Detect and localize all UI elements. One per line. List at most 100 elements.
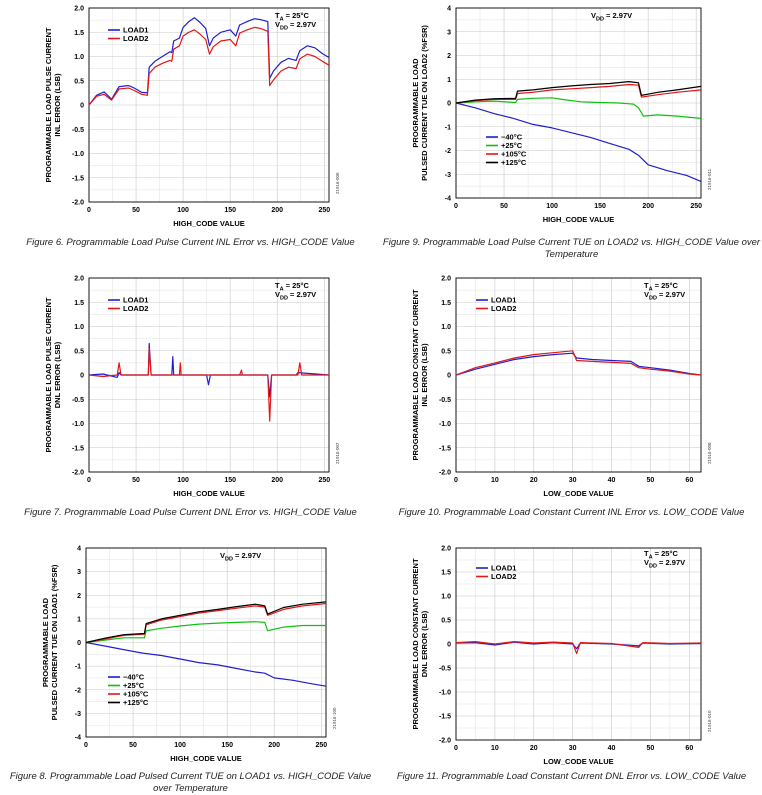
- chart-svg-fig11: 0 10 20 30 40 50 60 -2.0 -1.5 -1.0 -0.5 0 0.5 1.0 1.5 2…: [411, 546, 712, 767]
- legend-label: +25°C: [501, 141, 523, 150]
- legend-label: LOAD1: [491, 296, 516, 305]
- y-tick-label: -1.5: [439, 714, 451, 721]
- legend-label: +125°C: [501, 158, 527, 167]
- x-tick-label: 50: [132, 477, 140, 484]
- y-tick-label: -3: [445, 172, 451, 179]
- legend-label: +105°C: [123, 690, 149, 699]
- x-tick-label: 100: [177, 207, 189, 214]
- x-axis-label: LOW_CODE VALUE: [543, 757, 613, 766]
- y-tick-label: 0: [447, 373, 451, 380]
- y-tick-label: 1.0: [74, 54, 84, 61]
- legend-label: LOAD2: [123, 304, 148, 313]
- y-tick-label: 0.5: [74, 78, 84, 85]
- condition-text: TA = 25°C: [644, 549, 678, 561]
- y-tick-label: -0.5: [72, 397, 84, 404]
- series-line: [85, 602, 327, 644]
- y-axis-label-line: PROGRAMMABLE LOAD CONSTANT CURRENT: [411, 558, 420, 730]
- x-axis-label: HIGH_CODE VALUE: [173, 219, 245, 228]
- legend-label: +105°C: [501, 150, 527, 159]
- x-tick-label: 60: [685, 745, 693, 752]
- y-tick-label: 0: [447, 101, 451, 108]
- y-tick-label: 0.5: [74, 348, 84, 355]
- y-axis-label-line: PROGRAMMABLE LOAD: [411, 58, 420, 148]
- y-tick-label: -2: [445, 148, 451, 155]
- x-tick-label: 10: [491, 745, 499, 752]
- x-tick-label: 100: [177, 477, 189, 484]
- y-axis-label: PROGRAMMABLE LOAD PULSED CURRENT TUE ON L…: [41, 564, 59, 720]
- y-axis-label: PROGRAMMABLE LOAD PULSE CURRENT DNL ERROR…: [44, 297, 62, 452]
- series-line: [85, 601, 327, 644]
- y-tick-label: -4: [75, 735, 81, 742]
- series-line: [88, 342, 330, 398]
- y-tick-label: -1.0: [72, 421, 84, 428]
- chart-panel-fig10: 0 10 20 30 40 50 60 -2.0 -1.5 -1.0 -0.5 0 0.5 1.0 1.5 2…: [381, 270, 762, 532]
- chart-caption: Figure 7. Programmable Load Pulse Curren…: [24, 507, 357, 518]
- y-axis-label-line: DNL ERROR (LSB): [53, 341, 62, 408]
- y-tick-label: 3: [77, 569, 81, 576]
- y-tick-label: -4: [445, 196, 451, 203]
- chart-caption: Figure 9. Programmable Load Pulse Curren…: [382, 237, 761, 260]
- x-tick-label: 100: [174, 742, 186, 749]
- legend-label: −40°C: [123, 673, 145, 682]
- legend-label: +125°C: [123, 698, 149, 707]
- x-tick-label: 0: [84, 742, 88, 749]
- series-line: [455, 83, 702, 104]
- y-tick-label: -0.5: [72, 127, 84, 134]
- x-tick-label: 20: [530, 477, 538, 484]
- x-tick-label: 50: [647, 745, 655, 752]
- y-tick-label: 0: [80, 373, 84, 380]
- y-tick-label: 1.0: [441, 594, 451, 601]
- y-tick-label: 2: [447, 53, 451, 60]
- y-tick-label: -1.5: [72, 175, 84, 182]
- legend-label: LOAD2: [123, 34, 148, 43]
- grid: [455, 277, 701, 473]
- y-axis-label-line: INL ERROR (LSB): [53, 73, 62, 137]
- chart-svg-fig7: 0 50 100 150 200 250 -2.0 -1.5 -1.0 -0.5 0 0.5 1.0 1.…: [44, 276, 340, 499]
- x-tick-label: 150: [224, 207, 236, 214]
- x-tick-label: 0: [87, 207, 91, 214]
- chart-caption: Figure 8. Programmable Load Pulsed Curre…: [9, 771, 372, 794]
- figure-code: 21916-100: [332, 707, 337, 729]
- x-tick-label: 0: [454, 477, 458, 484]
- y-tick-label: 2.0: [74, 276, 84, 283]
- series-line: [455, 350, 702, 376]
- y-tick-label: 1.0: [74, 324, 84, 331]
- x-tick-label: 200: [268, 742, 280, 749]
- series-line: [88, 347, 329, 422]
- y-tick-label: -1: [445, 124, 451, 131]
- y-axis-label-line: PROGRAMMABLE LOAD: [41, 597, 50, 687]
- y-axis-label-line: DNL ERROR (LSB): [420, 610, 429, 677]
- condition-text: VDD = 2.97V: [275, 290, 316, 302]
- y-axis-label-line: INL ERROR (LSB): [420, 343, 429, 407]
- y-tick-label: -1.0: [439, 690, 451, 697]
- x-tick-label: 250: [318, 207, 330, 214]
- condition-text: VDD = 2.97V: [644, 290, 685, 302]
- condition-text: TA = 25°C: [275, 281, 309, 293]
- y-tick-label: 2.0: [74, 6, 84, 13]
- y-tick-label: -1: [75, 664, 81, 671]
- x-tick-label: 200: [271, 207, 283, 214]
- series-line: [85, 641, 327, 687]
- legend: −40°C+25°C+105°C+125°C: [108, 673, 149, 707]
- x-axis-label: LOW_CODE VALUE: [543, 489, 613, 498]
- chart-caption: Figure 6. Programmable Load Pulse Curren…: [26, 237, 355, 248]
- y-tick-label: -2.0: [439, 470, 451, 477]
- y-tick-label: 1: [447, 77, 451, 84]
- y-tick-label: -0.5: [439, 666, 451, 673]
- x-tick-label: 150: [594, 203, 606, 210]
- chart-svg-fig10: 0 10 20 30 40 50 60 -2.0 -1.5 -1.0 -0.5 0 0.5 1.0 1.5 2…: [411, 276, 712, 499]
- y-axis-label-line: PULSED CURRENT TUE ON LOAD2 (%FSR): [420, 25, 429, 181]
- x-tick-label: 250: [318, 477, 330, 484]
- legend-label: LOAD1: [123, 296, 148, 305]
- legend-label: +25°C: [123, 681, 145, 690]
- series-line: [455, 97, 702, 119]
- chart-svg-fig6: 0 50 100 150 200 250 -2.0 -1.5 -1.0 -0.5 0 0.5 1.0 1.…: [44, 6, 340, 229]
- y-tick-label: -2.0: [439, 738, 451, 745]
- x-tick-label: 200: [271, 477, 283, 484]
- chart-panel-fig9: 0 50 100 150 200 250 -4 -3 -2 -1 0 1 2 3 4 HIGH_CODE VA…: [381, 0, 762, 262]
- chart-caption: Figure 11. Programmable Load Constant Cu…: [396, 771, 747, 782]
- x-tick-label: 0: [454, 745, 458, 752]
